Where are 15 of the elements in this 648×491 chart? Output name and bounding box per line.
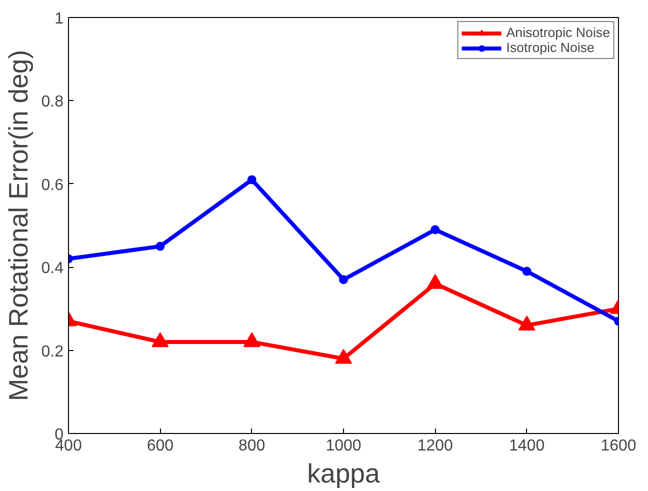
y-tick-label: 0.2 <box>41 343 64 360</box>
y-axis-title: Mean Rotational Error(in deg) <box>3 50 34 402</box>
legend-label: Anisotropic Noise <box>506 25 610 40</box>
x-axis-title: kappa <box>307 458 380 488</box>
y-tick-label: 0.6 <box>41 176 64 194</box>
x-tick-label: 1400 <box>509 438 545 454</box>
y-tick-label: 1 <box>54 10 64 28</box>
legend-label: Isotropic Noise <box>506 40 594 55</box>
x-tick-label: 800 <box>238 438 266 454</box>
y-tick-label: 0.8 <box>41 94 64 111</box>
x-tick-label: 1000 <box>326 438 362 454</box>
x-tick-label: 600 <box>146 438 174 454</box>
x-tick-label: 1600 <box>600 438 636 454</box>
x-tick-label: 1200 <box>417 438 454 454</box>
y-tick-label: 0.4 <box>41 260 64 278</box>
